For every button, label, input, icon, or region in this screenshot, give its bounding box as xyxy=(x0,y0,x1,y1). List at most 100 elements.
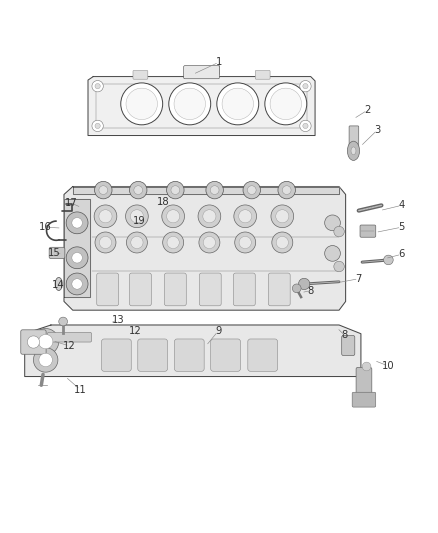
Circle shape xyxy=(92,120,103,132)
FancyBboxPatch shape xyxy=(211,339,240,372)
Circle shape xyxy=(95,232,116,253)
Polygon shape xyxy=(25,325,361,376)
Circle shape xyxy=(66,273,88,295)
Text: 16: 16 xyxy=(39,222,52,232)
Circle shape xyxy=(121,83,162,125)
Circle shape xyxy=(272,232,293,253)
FancyBboxPatch shape xyxy=(164,273,186,306)
Circle shape xyxy=(95,181,112,199)
Circle shape xyxy=(239,210,252,223)
Circle shape xyxy=(203,210,216,223)
Circle shape xyxy=(95,123,100,128)
Circle shape xyxy=(325,246,340,261)
Circle shape xyxy=(247,185,256,195)
Circle shape xyxy=(235,232,256,253)
Circle shape xyxy=(72,253,82,263)
Circle shape xyxy=(99,236,112,248)
Circle shape xyxy=(66,247,88,269)
Ellipse shape xyxy=(351,147,356,155)
FancyBboxPatch shape xyxy=(233,273,255,306)
Circle shape xyxy=(169,83,211,125)
FancyBboxPatch shape xyxy=(360,225,376,237)
Polygon shape xyxy=(64,187,346,310)
Circle shape xyxy=(99,185,108,195)
Text: 3: 3 xyxy=(374,125,380,135)
Circle shape xyxy=(39,334,53,349)
Circle shape xyxy=(72,217,82,228)
Circle shape xyxy=(276,236,288,248)
Polygon shape xyxy=(88,77,315,135)
Circle shape xyxy=(243,181,261,199)
Text: 17: 17 xyxy=(65,198,78,208)
Circle shape xyxy=(234,205,257,228)
Circle shape xyxy=(298,278,310,289)
Circle shape xyxy=(362,362,371,371)
Circle shape xyxy=(217,83,259,125)
Circle shape xyxy=(66,212,88,234)
FancyBboxPatch shape xyxy=(184,66,219,79)
Text: 5: 5 xyxy=(398,222,405,232)
Ellipse shape xyxy=(55,277,62,290)
FancyBboxPatch shape xyxy=(130,273,151,306)
FancyBboxPatch shape xyxy=(49,247,65,259)
Text: 18: 18 xyxy=(157,197,170,207)
Circle shape xyxy=(72,279,82,289)
Circle shape xyxy=(131,236,143,248)
FancyBboxPatch shape xyxy=(97,273,119,306)
FancyBboxPatch shape xyxy=(174,339,204,372)
Circle shape xyxy=(39,353,53,367)
Circle shape xyxy=(283,185,291,195)
Circle shape xyxy=(130,181,147,199)
Circle shape xyxy=(384,255,393,265)
Polygon shape xyxy=(73,187,339,195)
Circle shape xyxy=(270,88,301,119)
Circle shape xyxy=(222,88,254,119)
FancyBboxPatch shape xyxy=(47,333,92,342)
Circle shape xyxy=(33,348,58,372)
Circle shape xyxy=(162,232,184,253)
FancyBboxPatch shape xyxy=(356,367,372,398)
FancyBboxPatch shape xyxy=(248,339,278,372)
FancyBboxPatch shape xyxy=(268,273,290,306)
Circle shape xyxy=(92,80,103,92)
Circle shape xyxy=(300,120,311,132)
FancyBboxPatch shape xyxy=(133,70,148,79)
Text: 14: 14 xyxy=(52,280,65,290)
Circle shape xyxy=(206,181,223,199)
FancyBboxPatch shape xyxy=(199,273,221,306)
Circle shape xyxy=(303,84,308,89)
Text: 12: 12 xyxy=(129,326,141,336)
Circle shape xyxy=(300,80,311,92)
Text: 7: 7 xyxy=(356,274,362,284)
Circle shape xyxy=(271,205,293,228)
Circle shape xyxy=(303,123,308,128)
Circle shape xyxy=(126,205,148,228)
FancyBboxPatch shape xyxy=(349,126,359,149)
Ellipse shape xyxy=(347,141,360,160)
Circle shape xyxy=(166,210,180,223)
Circle shape xyxy=(174,88,205,119)
Circle shape xyxy=(210,185,219,195)
Circle shape xyxy=(134,185,143,195)
Text: 19: 19 xyxy=(133,216,146,225)
Circle shape xyxy=(265,83,307,125)
Circle shape xyxy=(126,88,157,119)
Text: 10: 10 xyxy=(382,361,395,371)
Text: 8: 8 xyxy=(307,286,314,295)
Circle shape xyxy=(99,210,112,223)
Text: 6: 6 xyxy=(398,249,405,259)
Circle shape xyxy=(167,236,179,248)
Circle shape xyxy=(131,210,144,223)
FancyBboxPatch shape xyxy=(342,335,355,356)
Bar xyxy=(96,84,307,128)
FancyBboxPatch shape xyxy=(102,339,131,372)
Circle shape xyxy=(27,336,39,348)
FancyBboxPatch shape xyxy=(21,330,46,354)
Circle shape xyxy=(95,84,100,89)
Circle shape xyxy=(199,232,220,253)
Circle shape xyxy=(127,232,148,253)
Circle shape xyxy=(59,317,67,326)
Text: 12: 12 xyxy=(64,341,76,351)
Circle shape xyxy=(162,205,184,228)
Circle shape xyxy=(276,210,289,223)
